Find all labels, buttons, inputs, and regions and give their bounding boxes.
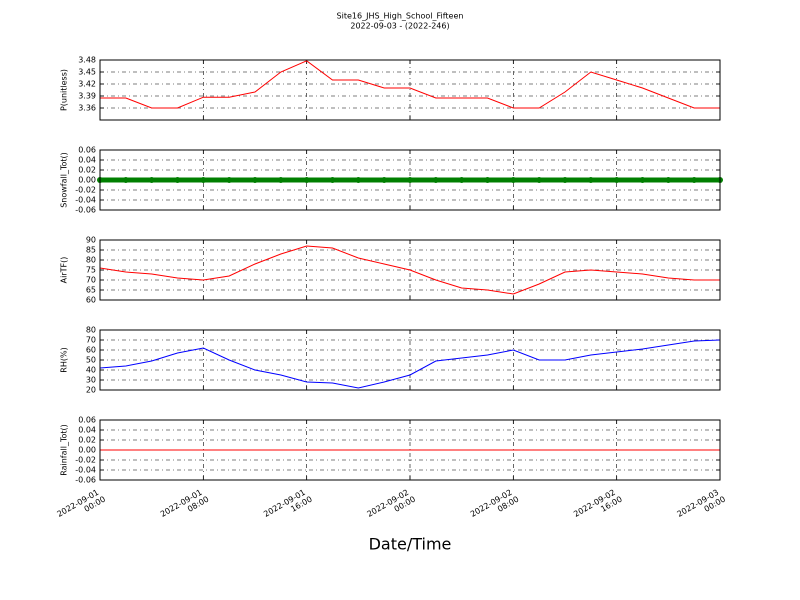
- x-tick-label: 2022-09-03 00:00: [675, 486, 727, 526]
- plot-frame: [99, 419, 721, 481]
- y-axis-label: P(unitless): [60, 69, 69, 111]
- y-axis-label: AirTF(): [60, 257, 69, 284]
- chart-title: Site16_JHS_High_School_Fifteen: [337, 12, 464, 21]
- x-tick-label: 2022-09-02 16:00: [572, 486, 624, 526]
- x-tick-label: 2022-09-01 08:00: [159, 486, 211, 526]
- y-tick-label: 85: [86, 246, 96, 255]
- y-axis-label: RH(%): [60, 347, 69, 372]
- y-tick-label: 0.04: [78, 156, 96, 165]
- y-tick-label: -0.06: [75, 476, 96, 485]
- y-tick-label: 0.00: [78, 176, 96, 185]
- y-tick-label: -0.02: [75, 456, 96, 465]
- y-tick-label: 20: [86, 386, 96, 395]
- y-tick-label: 0.00: [78, 446, 96, 455]
- y-tick-label: 3.45: [78, 68, 96, 77]
- y-tick-label: 3.48: [78, 56, 96, 65]
- y-axis-label: Snowfall_Tot(): [60, 152, 69, 208]
- x-tick-label: 2022-09-01 16:00: [262, 486, 314, 526]
- y-tick-label: 90: [86, 236, 96, 245]
- y-tick-label: 3.36: [78, 104, 96, 113]
- y-tick-label: 0.06: [78, 416, 96, 425]
- y-tick-label: 50: [86, 356, 96, 365]
- y-tick-label: 80: [86, 326, 96, 335]
- y-tick-label: 3.42: [78, 80, 96, 89]
- y-tick-label: 60: [86, 296, 96, 305]
- y-tick-label: 70: [86, 336, 96, 345]
- y-tick-label: -0.06: [75, 206, 96, 215]
- y-tick-label: 0.06: [78, 146, 96, 155]
- y-tick-label: 80: [86, 256, 96, 265]
- plot-frame: [99, 239, 721, 301]
- x-axis-label: Date/Time: [369, 535, 452, 554]
- data-line: [99, 339, 721, 389]
- x-tick-label: 2022-09-01 00:00: [55, 486, 107, 526]
- y-tick-label: 0.04: [78, 426, 96, 435]
- y-tick-label: 30: [86, 376, 96, 385]
- y-tick-label: -0.02: [75, 186, 96, 195]
- x-tick-label: 2022-09-02 08:00: [469, 486, 521, 526]
- plot-frame: [99, 149, 721, 211]
- y-tick-label: 40: [86, 366, 96, 375]
- data-line: [99, 245, 720, 295]
- chart-subtitle: 2022-09-03 - (2022-246): [350, 22, 449, 31]
- y-tick-label: 60: [86, 346, 96, 355]
- x-tick-label: 2022-09-02 00:00: [365, 486, 417, 526]
- y-tick-label: 0.02: [78, 166, 96, 175]
- data-line: [100, 60, 720, 109]
- plot-frame: [99, 59, 721, 121]
- y-tick-label: -0.04: [75, 466, 96, 475]
- y-tick-label: 65: [86, 286, 96, 295]
- y-tick-label: 3.39: [78, 92, 96, 101]
- y-tick-label: 0.02: [78, 436, 96, 445]
- y-axis-label: Rainfall_Tot(): [60, 424, 69, 476]
- y-tick-label: -0.04: [75, 196, 96, 205]
- y-tick-label: 70: [86, 276, 96, 285]
- y-tick-label: 75: [86, 266, 96, 275]
- plot-frame: [99, 329, 721, 391]
